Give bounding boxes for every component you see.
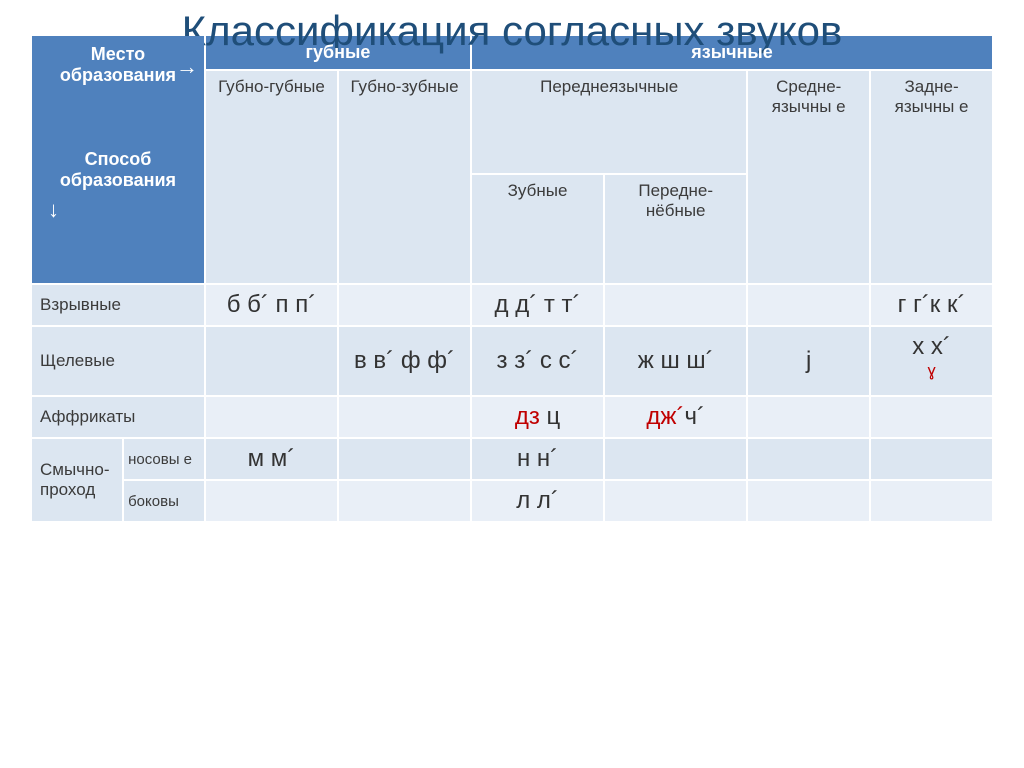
cell: з з´ с с´ [471, 326, 604, 396]
row-plosive: Взрывные [31, 284, 205, 326]
cell: д д´ т т´ [471, 284, 604, 326]
cell-text: ц [540, 403, 560, 430]
cell [604, 480, 747, 522]
cell [747, 396, 870, 438]
col-prepalatal: Передне-нёбные [604, 174, 747, 284]
cell-text-red: дж´ [646, 403, 684, 430]
col-mid-lingual: Средне-язычны е [747, 70, 870, 284]
cell [205, 480, 338, 522]
col-back-lingual: Задне-язычны е [870, 70, 993, 284]
cell: л л´ [471, 480, 604, 522]
cell: х х´ ˠ [870, 326, 993, 396]
arrow-down-icon: ↓ [48, 197, 59, 223]
cell [747, 438, 870, 480]
cell: б б´ п п´ [205, 284, 338, 326]
cell-text-red: ˠ [928, 361, 936, 388]
cell [205, 326, 338, 396]
cell [870, 480, 993, 522]
row-fricative: Щелевые [31, 326, 205, 396]
row-lateral: боковы [123, 480, 205, 522]
cell-text: ч´ [684, 403, 705, 430]
cell-text-red: дз [515, 403, 540, 430]
cell: м м´ [205, 438, 338, 480]
cell: дз ц [471, 396, 604, 438]
cell: дж´ч´ [604, 396, 747, 438]
cell-text: х х´ [912, 333, 951, 360]
cell [338, 396, 471, 438]
cell: в в´ ф ф´ [338, 326, 471, 396]
row-occlusive: Смычно-проход [31, 438, 123, 522]
cell: г г´к к´ [870, 284, 993, 326]
cell [205, 396, 338, 438]
cell: ж ш ш´ [604, 326, 747, 396]
col-bilabial: Губно-губные [205, 70, 338, 284]
cell [338, 438, 471, 480]
cell: н н´ [471, 438, 604, 480]
row-nasal: носовы е [123, 438, 205, 480]
col-front-lingual: Переднеязычные [471, 70, 747, 174]
col-labiodental: Губно-зубные [338, 70, 471, 284]
cell [747, 284, 870, 326]
row-affricate: Аффрикаты [31, 396, 205, 438]
cell [338, 284, 471, 326]
cell [747, 480, 870, 522]
cell [338, 480, 471, 522]
arrow-right-icon: → [176, 54, 198, 80]
place-label: Место образования [60, 44, 176, 85]
manner-label: Способ образования [60, 149, 176, 190]
cell [604, 438, 747, 480]
table-container: Место образования → ↓ Способ образования… [0, 34, 1024, 523]
axis-header: Место образования → ↓ Способ образования [31, 35, 205, 284]
cell: j [747, 326, 870, 396]
col-dental: Зубные [471, 174, 604, 284]
cell [870, 396, 993, 438]
consonant-table: Место образования → ↓ Способ образования… [30, 34, 994, 523]
cell [604, 284, 747, 326]
cell [870, 438, 993, 480]
